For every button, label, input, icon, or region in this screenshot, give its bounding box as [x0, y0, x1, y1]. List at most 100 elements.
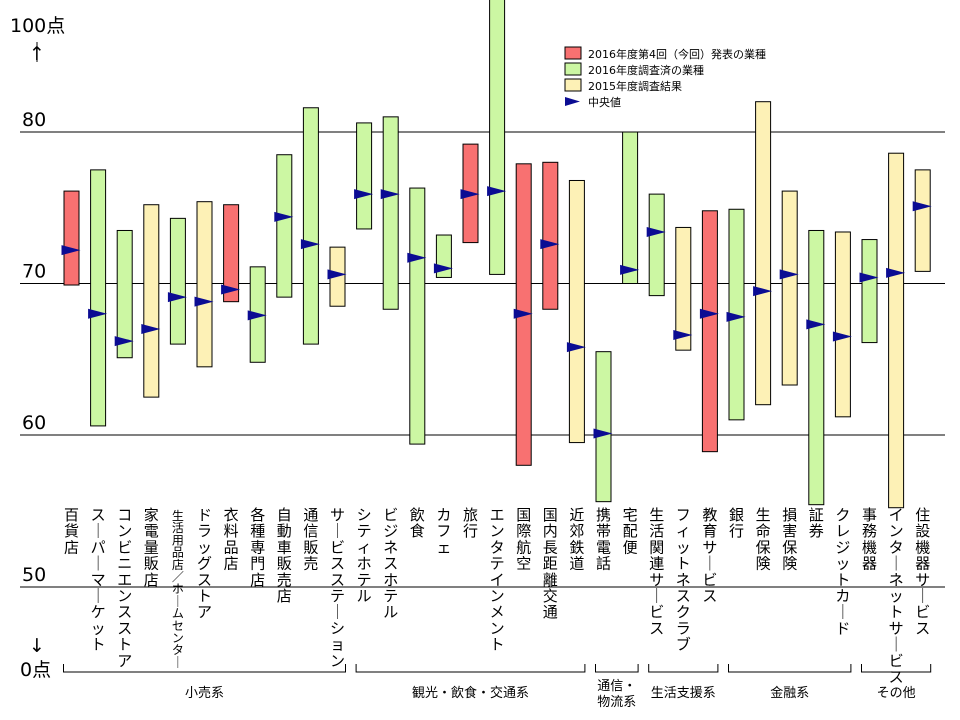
median-marker-32 — [912, 201, 932, 212]
median-marker-18 — [540, 239, 560, 250]
median-marker-26 — [753, 286, 773, 297]
median-marker-12 — [380, 189, 400, 200]
range-bar-31 — [888, 152, 905, 509]
legend-label-surveyed: 2016年度調査済の業種 — [588, 63, 704, 77]
median-marker-23 — [673, 330, 693, 341]
median-marker-19 — [566, 342, 586, 353]
category-label-25: 銀行 — [729, 506, 744, 540]
range-bar-28 — [808, 229, 825, 506]
median-marker-31 — [886, 267, 906, 278]
y-axis-up-arrow: ↑ — [29, 43, 45, 65]
range-bar-4 — [169, 217, 186, 345]
range-bar-16 — [489, 0, 506, 275]
y-axis-top-label: 100点 — [10, 15, 65, 37]
range-bar-24 — [701, 210, 718, 453]
category-label-26: 生命保険 — [756, 506, 771, 573]
legend-swatch-surveyed — [564, 62, 582, 76]
category-label-14: カフェ — [436, 506, 451, 556]
range-bar-30 — [861, 239, 878, 344]
median-marker-3 — [141, 323, 161, 334]
range-bar-20 — [595, 351, 612, 503]
median-marker-30 — [859, 272, 879, 283]
range-bar-8 — [276, 154, 293, 298]
median-marker-25 — [726, 311, 746, 322]
category-label-1: ス｜パ｜マ｜ケット — [91, 506, 106, 654]
group-label-5: その他 — [877, 686, 916, 701]
y-tick-label-80: 80 — [22, 109, 46, 131]
range-bar-12 — [382, 116, 399, 310]
category-label-27: 損害保険 — [782, 506, 797, 573]
bars — [61, 0, 932, 509]
group-label-3: 生活支援系 — [651, 686, 716, 701]
y-tick-label-70: 70 — [22, 261, 46, 283]
category-label-2: コンビニエンスストア — [117, 506, 132, 670]
range-bar-0 — [63, 190, 80, 286]
y-tick-label-50: 50 — [22, 564, 46, 586]
category-label-32: 住設機器サ｜ビス — [915, 506, 930, 637]
group-bracket-5 — [861, 664, 932, 673]
median-marker-9 — [300, 239, 320, 250]
category-label-3: 家電量販店 — [144, 506, 159, 589]
range-bar-2 — [116, 229, 133, 359]
category-label-31: インタ｜ネットサ｜ビス — [889, 506, 904, 686]
median-marker-2 — [114, 336, 134, 347]
range-bar-27 — [781, 190, 798, 386]
median-marker-8 — [274, 211, 294, 222]
category-label-23: フィットネスクラブ — [676, 506, 691, 654]
median-marker-17 — [513, 308, 533, 319]
range-bar-3 — [143, 204, 160, 398]
median-marker-27 — [779, 269, 799, 280]
category-label-7: 各種専門店 — [250, 506, 265, 589]
median-marker-5 — [194, 296, 214, 307]
category-label-28: 証券 — [809, 506, 824, 540]
y-axis-down-arrow: ↓ — [29, 635, 45, 657]
range-bar-22 — [648, 193, 665, 297]
range-bar-5 — [196, 201, 213, 368]
group-bracket-1 — [355, 664, 586, 673]
group-label-0: 小売系 — [185, 685, 224, 701]
median-marker-6 — [221, 284, 241, 295]
category-label-22: 生活関連サ｜ビス — [649, 506, 664, 637]
category-label-13: 飲食 — [410, 506, 425, 540]
range-bar-29 — [834, 231, 851, 418]
range-bar-9 — [302, 107, 319, 345]
category-label-0: 百貨店 — [64, 506, 79, 556]
median-marker-7 — [247, 310, 267, 321]
median-marker-4 — [167, 292, 187, 303]
median-marker-16 — [487, 186, 507, 197]
group-bracket-0 — [63, 664, 346, 673]
y-tick-label-60: 60 — [22, 412, 46, 434]
category-label-12: ビジネスホテル — [383, 506, 398, 621]
legend-swatch-prev_year — [564, 78, 582, 92]
median-marker-0 — [61, 245, 81, 256]
range-bar-1 — [90, 169, 107, 427]
legend-label-prev_year: 2015年度調査結果 — [588, 79, 682, 93]
category-label-11: シティホテル — [357, 506, 372, 605]
median-marker-1 — [88, 308, 108, 319]
grid-lines: 80 70 60 50 — [20, 42, 945, 588]
category-label-16: エンタテインメント — [490, 506, 505, 654]
median-marker-14 — [433, 263, 453, 274]
median-marker-20 — [593, 428, 613, 439]
median-marker-21 — [620, 264, 640, 275]
category-label-20: 携帯電話 — [596, 506, 611, 573]
median-marker-28 — [806, 319, 826, 330]
median-marker-24 — [699, 308, 719, 319]
median-marker-22 — [646, 226, 666, 237]
group-label-2: 通信・物流系 — [597, 679, 636, 710]
median-marker-10 — [327, 269, 347, 280]
legend-label-median: 中央値 — [588, 96, 621, 109]
range-bar-11 — [356, 122, 373, 230]
legend: 2016年度第4回（今回）発表の業種 2016年度調査済の業種 2015年度調査結果… — [564, 46, 766, 109]
category-label-5: ドラッグストア — [197, 506, 212, 621]
category-label-10: サ｜ビスステ｜ション — [330, 506, 345, 670]
group-bracket-3 — [648, 664, 719, 673]
group-label-1: 観光・飲食・交通系 — [412, 685, 529, 701]
category-label-6: 衣料品店 — [224, 506, 239, 573]
legend-label-announced: 2016年度第4回（今回）発表の業種 — [588, 47, 766, 61]
category-label-4: 生活用品店／ホ｜ムセンタ｜ — [172, 509, 184, 669]
range-bar-23 — [675, 226, 692, 351]
category-label-17: 国際航空 — [516, 506, 531, 573]
category-label-9: 通信販売 — [303, 506, 318, 573]
